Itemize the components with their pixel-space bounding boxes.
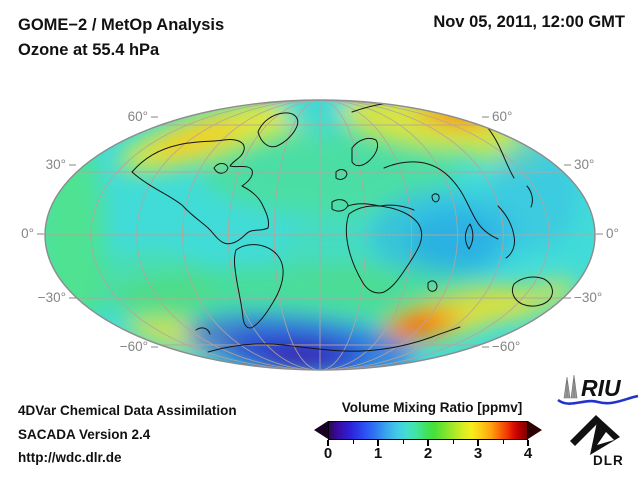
lat-label-right-60: 60° xyxy=(492,109,512,124)
dlr-logo: DLR xyxy=(570,415,624,468)
colorbar-label-1: 1 xyxy=(373,445,383,462)
latitude-labels: 60° 30° 0° −30° −60° 60° 30° 0° −30° −60… xyxy=(21,109,619,354)
lat-label-right-30: 30° xyxy=(574,157,594,172)
dlr-text: DLR xyxy=(593,453,624,468)
riu-wave-icon xyxy=(557,394,639,405)
colorbar-tick-3 xyxy=(477,440,479,446)
datetime-label: Nov 05, 2011, 12:00 GMT xyxy=(433,13,625,31)
cathedral-icon xyxy=(563,374,578,399)
colorbar-arrow-right-icon xyxy=(528,421,542,439)
colorbar-tick-2 xyxy=(427,440,429,446)
colorbar-tick-4 xyxy=(527,440,529,446)
riu-logo: RIU xyxy=(557,374,639,405)
title-line-1: GOME−2 / MetOp Analysis xyxy=(18,16,225,34)
colorbar: Volume Mixing Ratio [ppmv] 0 1 2 3 4 xyxy=(314,400,550,470)
colorbar-label-2: 2 xyxy=(423,445,433,462)
credits-block: 4DVar Chemical Data Assimilation SACADA … xyxy=(18,399,237,470)
lat-label-right-0: 0° xyxy=(606,226,619,241)
globe-outline xyxy=(44,99,596,371)
title-line-2: Ozone at 55.4 hPa xyxy=(18,41,160,59)
colorbar-label-3: 3 xyxy=(473,445,483,462)
lat-label-left-30: 30° xyxy=(46,157,66,172)
figure-title: GOME−2 / MetOp Analysis Ozone at 55.4 hP… xyxy=(18,13,224,63)
latitude-ticks xyxy=(37,116,603,348)
lat-label-right-m60: −60° xyxy=(492,339,520,354)
lat-label-left-0: 0° xyxy=(21,226,34,241)
lat-label-right-m30: −30° xyxy=(574,290,602,305)
colorbar-tick-25 xyxy=(452,440,454,444)
colorbar-tick-0 xyxy=(327,440,329,446)
colorbar-gradient xyxy=(328,421,528,440)
colorbar-label-0: 0 xyxy=(323,445,333,462)
colorbar-tick-05 xyxy=(352,440,354,444)
colorbar-title: Volume Mixing Ratio [ppmv] xyxy=(341,400,523,415)
dlr-mark-icon xyxy=(570,415,620,455)
credit-line-1: 4DVar Chemical Data Assimilation xyxy=(18,403,237,418)
colorbar-tick-1 xyxy=(377,440,379,446)
colorbar-tick-15 xyxy=(402,440,404,444)
colorbar-tick-35 xyxy=(502,440,504,444)
lat-label-left-m30: −30° xyxy=(38,290,66,305)
lat-label-left-m60: −60° xyxy=(120,339,148,354)
colorbar-label-4: 4 xyxy=(523,445,533,462)
credit-line-3: http://wdc.dlr.de xyxy=(18,450,122,465)
lat-label-left-60: 60° xyxy=(128,109,148,124)
riu-text: RIU xyxy=(581,375,622,401)
colorbar-arrow-left-icon xyxy=(314,421,328,439)
credit-line-2: SACADA Version 2.4 xyxy=(18,426,151,442)
